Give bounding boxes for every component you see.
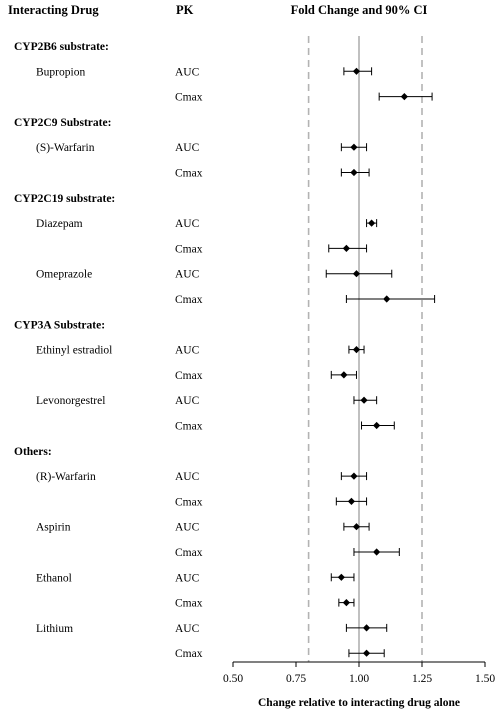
pk-label: AUC bbox=[175, 572, 200, 584]
point-estimate-marker bbox=[373, 421, 381, 430]
pk-label: AUC bbox=[175, 345, 200, 357]
drug-label: Lithium bbox=[36, 623, 73, 635]
point-estimate-marker bbox=[342, 599, 350, 607]
pk-label: Cmax bbox=[175, 496, 203, 508]
point-estimate-marker bbox=[347, 497, 356, 505]
drug-label: Diazepam bbox=[36, 218, 83, 230]
x-axis: 0.50 0.75 1.00 1.25 1.50 bbox=[223, 661, 495, 685]
pk-label: AUC bbox=[175, 623, 200, 635]
drug-label: Levonorgestrel bbox=[36, 395, 105, 407]
point-estimate-marker bbox=[342, 244, 350, 252]
pk-label: Cmax bbox=[175, 648, 203, 660]
pk-label: AUC bbox=[175, 269, 200, 281]
x-axis-label: Change relative to interacting drug alon… bbox=[258, 697, 460, 709]
point-estimate-marker bbox=[360, 396, 368, 404]
point-estimate-marker bbox=[373, 548, 381, 556]
pk-label: AUC bbox=[175, 522, 200, 534]
pk-label: Cmax bbox=[175, 547, 203, 559]
group-label: CYP2C19 substrate: bbox=[14, 193, 115, 205]
point-estimate-marker bbox=[352, 523, 361, 531]
x-tick-label: 0.75 bbox=[286, 673, 306, 685]
pk-label: Cmax bbox=[175, 243, 203, 255]
group-label: CYP3A Substrate: bbox=[14, 319, 105, 331]
point-estimate-marker bbox=[337, 573, 345, 581]
pk-label: Cmax bbox=[175, 168, 203, 180]
header-interacting-drug: Interacting Drug bbox=[8, 3, 99, 17]
pk-label: Cmax bbox=[175, 598, 203, 610]
point-estimate-marker bbox=[352, 270, 361, 278]
point-estimate-marker bbox=[352, 346, 361, 354]
point-estimate-marker bbox=[400, 93, 408, 101]
point-estimate-marker bbox=[362, 649, 371, 657]
guide-lines bbox=[307, 36, 423, 662]
drug-label: (S)-Warfarin bbox=[36, 142, 95, 154]
pk-label: AUC bbox=[175, 218, 200, 230]
point-estimate-marker bbox=[350, 472, 358, 480]
pk-label: AUC bbox=[175, 142, 200, 154]
drug-label: (R)-Warfarin bbox=[36, 471, 96, 483]
pk-label: AUC bbox=[175, 395, 200, 407]
point-estimate-marker bbox=[368, 219, 376, 227]
group-label: Others: bbox=[14, 446, 52, 458]
point-estimate-marker bbox=[350, 168, 358, 177]
drug-label: Ethinyl estradiol bbox=[36, 345, 112, 357]
pk-label: Cmax bbox=[175, 421, 203, 433]
point-estimate-marker bbox=[352, 67, 361, 75]
pk-label: Cmax bbox=[175, 370, 203, 382]
header-fold-change: Fold Change and 90% CI bbox=[291, 3, 428, 17]
group-label: CYP2C9 Substrate: bbox=[14, 117, 111, 129]
point-estimate-marker bbox=[340, 371, 348, 379]
point-estimate-marker bbox=[350, 143, 358, 151]
drug-label: Ethanol bbox=[36, 572, 72, 584]
pk-label: AUC bbox=[175, 471, 200, 483]
point-estimate-marker bbox=[362, 624, 371, 632]
header-pk: PK bbox=[176, 3, 194, 17]
x-tick-label: 0.50 bbox=[223, 673, 243, 685]
drug-label: Bupropion bbox=[36, 66, 85, 78]
pk-label: AUC bbox=[175, 66, 200, 78]
x-tick-label: 1.50 bbox=[475, 673, 495, 685]
pk-label: Cmax bbox=[175, 92, 203, 104]
forest-rows: CYP2B6 substrate: Bupropion AUC Cmax CYP2C9 … bbox=[14, 41, 436, 660]
x-tick-label: 1.25 bbox=[412, 673, 432, 685]
drug-label: Omeprazole bbox=[36, 269, 92, 281]
pk-label: Cmax bbox=[175, 294, 203, 306]
x-tick-label: 1.00 bbox=[349, 673, 369, 685]
drug-label: Aspirin bbox=[36, 522, 71, 534]
group-label: CYP2B6 substrate: bbox=[14, 41, 109, 53]
point-estimate-marker bbox=[383, 295, 391, 303]
